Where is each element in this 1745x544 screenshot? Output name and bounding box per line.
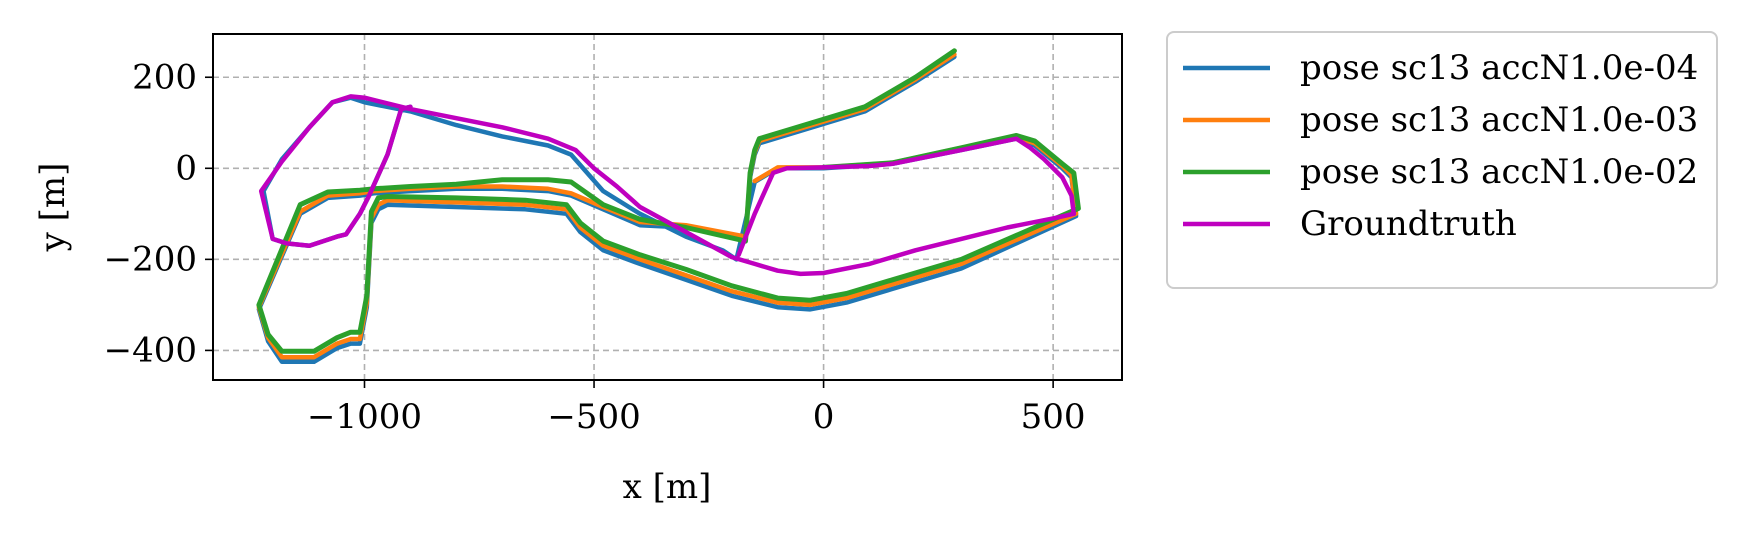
legend: pose sc13 accN1.0e-04 pose sc13 accN1.0e-…: [1166, 31, 1718, 289]
legend-label: pose sc13 accN1.0e-03: [1300, 100, 1698, 140]
x-axis-label: x [m]: [623, 467, 712, 507]
legend-label: pose sc13 accN1.0e-02: [1300, 152, 1698, 192]
series-line-groundtruth: [258, 94, 1077, 277]
y-tick-label: 0: [175, 148, 197, 188]
y-axis-label: y [m]: [33, 163, 73, 253]
plot-frame: [212, 33, 1123, 381]
y-tick-label: −200: [104, 239, 197, 279]
x-tick-label: 500: [1021, 397, 1086, 437]
x-tick-label: −500: [547, 397, 640, 437]
ticks: −1000 −500 0 500 −400 −200 0 200: [104, 57, 1086, 437]
series-line-pose-sc13-accn1-0e-02: [256, 48, 1081, 354]
y-tick-label: −400: [104, 330, 197, 370]
legend-frame: [1166, 31, 1718, 289]
x-tick-label: −1000: [307, 397, 422, 437]
x-tick-label: 0: [813, 397, 835, 437]
legend-label: pose sc13 accN1.0e-04: [1300, 48, 1698, 88]
series-layer: [256, 48, 1081, 365]
y-tick-label: 200: [132, 57, 197, 97]
legend-label: Groundtruth: [1300, 204, 1517, 244]
